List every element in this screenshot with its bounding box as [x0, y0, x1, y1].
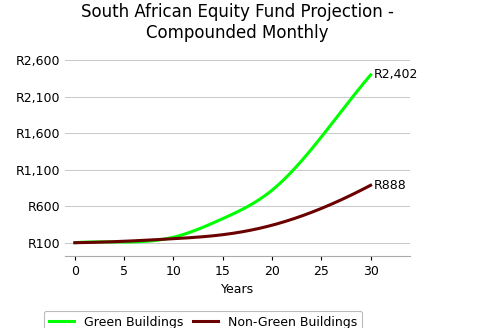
Non-Green Buildings: [168, 237, 174, 241]
Green Buildings: [168, 236, 174, 240]
Non-Green Buildings: [189, 236, 195, 239]
Legend: Green Buildings, Non-Green Buildings: Green Buildings, Non-Green Buildings: [44, 311, 362, 328]
X-axis label: Years: Years: [221, 283, 254, 297]
Line: Non-Green Buildings: Non-Green Buildings: [75, 185, 370, 243]
Green Buildings: [258, 196, 264, 200]
Green Buildings: [108, 240, 114, 244]
Non-Green Buildings: [287, 218, 293, 222]
Non-Green Buildings: [108, 240, 114, 244]
Green Buildings: [286, 173, 292, 177]
Text: R2,402: R2,402: [374, 69, 418, 81]
Line: Green Buildings: Green Buildings: [75, 75, 370, 243]
Green Buildings: [287, 172, 293, 176]
Title: South African Equity Fund Projection -
Compounded Monthly: South African Equity Fund Projection - C…: [81, 3, 394, 42]
Green Buildings: [72, 241, 78, 245]
Text: R888: R888: [374, 179, 406, 192]
Non-Green Buildings: [368, 183, 374, 187]
Non-Green Buildings: [258, 226, 264, 230]
Green Buildings: [189, 230, 195, 234]
Non-Green Buildings: [286, 218, 292, 222]
Non-Green Buildings: [72, 241, 78, 245]
Green Buildings: [368, 73, 374, 77]
